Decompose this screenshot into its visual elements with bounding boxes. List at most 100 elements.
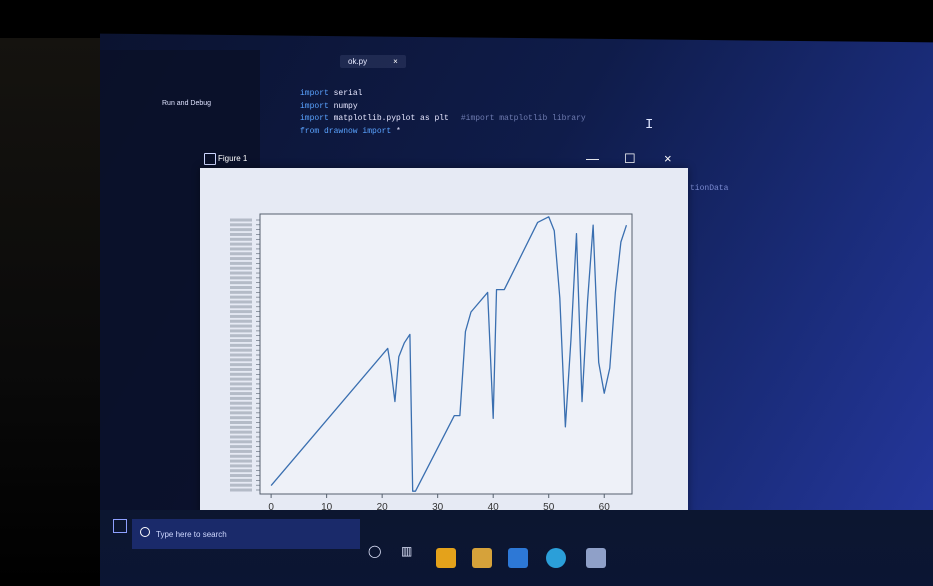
y-tick-label xyxy=(230,425,252,429)
y-tick-label xyxy=(230,435,252,439)
code-keyword: import xyxy=(300,101,329,111)
y-tick-label xyxy=(230,401,252,405)
y-tick-label xyxy=(230,290,252,294)
y-tick-label xyxy=(230,310,252,314)
widget-icon[interactable]: ▥ xyxy=(401,544,413,558)
y-tick-label xyxy=(230,329,252,333)
y-tick-label xyxy=(230,464,252,468)
y-tick-label xyxy=(230,440,252,444)
y-tick-label xyxy=(230,363,252,367)
taskbar-search[interactable]: Type here to search xyxy=(132,519,360,549)
code-keyword: import xyxy=(300,89,329,98)
y-tick-label xyxy=(230,488,252,492)
code-identifier: numpy xyxy=(333,101,358,111)
y-tick-label xyxy=(230,334,252,338)
code-line: import matplotlib.pyplot as plt #import m… xyxy=(300,113,586,126)
y-tick-label xyxy=(230,319,252,323)
y-tick-label xyxy=(230,454,252,458)
run-debug-label[interactable]: Run and Debug xyxy=(162,100,212,107)
matplotlib-figure: 0 10 20 30 40 50 60 xyxy=(200,168,688,536)
y-tick-label xyxy=(230,300,252,304)
python-icon[interactable] xyxy=(586,548,606,568)
y-tick-label xyxy=(230,339,252,343)
y-tick-label xyxy=(230,382,252,386)
y-tick-label xyxy=(230,343,252,347)
code-line: import serial xyxy=(300,88,586,101)
figure-title: Figure 1 xyxy=(218,154,248,163)
file-explorer-icon[interactable] xyxy=(472,548,492,568)
tab-label: ok.py xyxy=(348,57,368,66)
y-tick-label xyxy=(230,348,252,352)
y-tick-label xyxy=(230,478,252,482)
code-identifier: * xyxy=(396,126,401,136)
plot-axes xyxy=(259,213,633,495)
task-view-icon[interactable]: ◯ xyxy=(368,544,382,558)
y-tick-label xyxy=(230,392,252,396)
y-tick-label xyxy=(230,353,252,357)
y-tick-label xyxy=(230,223,252,227)
code-keyword: import xyxy=(300,114,329,123)
x-tick-label: 30 xyxy=(432,502,444,513)
y-tick-label xyxy=(230,421,252,424)
y-tick-label xyxy=(230,483,252,487)
text-cursor-icon: I xyxy=(645,117,654,133)
y-tick-label xyxy=(230,314,252,318)
y-tick-label xyxy=(230,218,252,222)
y-tick-label xyxy=(230,261,252,265)
y-tick-label xyxy=(230,276,252,280)
x-tick-label: 40 xyxy=(488,502,500,513)
y-tick-label xyxy=(230,445,252,449)
y-tick-label xyxy=(230,406,252,410)
code-line: from drawnow import * xyxy=(300,126,586,139)
close-button[interactable]: × xyxy=(664,151,672,166)
y-tick-label xyxy=(230,247,252,251)
code-fragment: tionData xyxy=(690,184,729,193)
search-placeholder: Type here to search xyxy=(156,530,227,539)
y-tick-label xyxy=(230,257,252,261)
code-line: import numpy xyxy=(300,101,586,114)
y-tick-label xyxy=(230,387,252,391)
y-tick-label xyxy=(230,286,252,289)
y-tick-label xyxy=(230,324,252,328)
figure-titlebar[interactable]: Figure 1 — ☐ × xyxy=(200,151,688,170)
y-tick-label xyxy=(230,228,252,232)
code-identifier: matplotlib.pyplot as plt xyxy=(333,114,449,123)
x-tick-label: 60 xyxy=(599,502,611,513)
series-line xyxy=(270,216,628,492)
y-tick-label xyxy=(230,372,252,376)
chrome-icon[interactable] xyxy=(436,548,456,568)
y-tick-label xyxy=(230,459,252,463)
y-tick-label xyxy=(230,232,252,236)
y-tick-label xyxy=(230,396,252,400)
maximize-button[interactable]: ☐ xyxy=(624,151,636,166)
x-tick-label: 20 xyxy=(377,502,389,513)
y-tick-label xyxy=(230,411,252,415)
y-tick-label xyxy=(230,367,252,371)
windows-start-icon[interactable] xyxy=(113,519,127,533)
y-tick-label xyxy=(230,430,252,434)
y-tick-label xyxy=(230,252,252,256)
code-editor[interactable]: import serial import numpy import matplo… xyxy=(300,88,586,138)
code-identifier: serial xyxy=(333,89,363,98)
y-tick-label xyxy=(230,271,252,275)
y-tick-label xyxy=(230,449,252,453)
tab-ok-py[interactable]: ok.py × xyxy=(340,55,406,68)
y-tick-label xyxy=(230,469,252,473)
code-comment: #import matplotlib library xyxy=(460,114,586,123)
y-tick-label xyxy=(230,416,252,420)
code-keyword: from drawnow import xyxy=(300,126,392,136)
y-tick-label xyxy=(230,237,252,241)
tab-close-icon[interactable]: × xyxy=(393,57,398,66)
dark-border-top xyxy=(0,0,933,38)
vscode-icon[interactable] xyxy=(508,548,528,568)
dark-border-left xyxy=(0,38,100,586)
y-tick-label xyxy=(230,358,252,362)
y-tick-label xyxy=(230,295,252,299)
y-tick-label xyxy=(230,377,252,381)
minimize-button[interactable]: — xyxy=(586,151,599,166)
y-tick-label xyxy=(230,242,252,246)
y-tick-label xyxy=(230,305,252,309)
browser-icon[interactable] xyxy=(546,548,566,568)
x-tick-label: 50 xyxy=(543,502,555,513)
